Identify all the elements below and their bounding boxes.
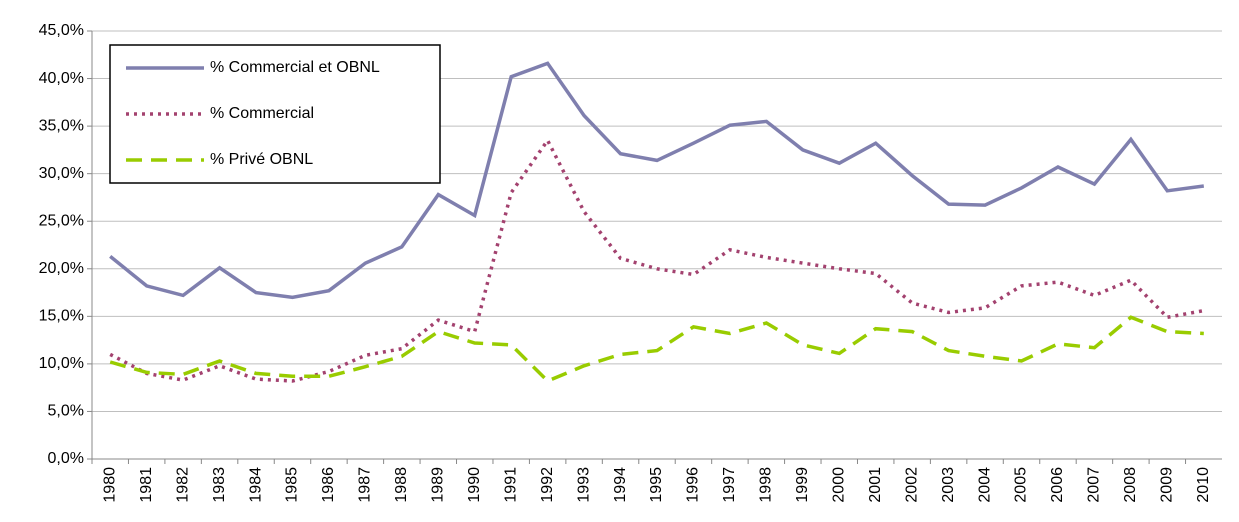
- x-tick-label: 1998: [758, 467, 775, 503]
- y-tick-label: 20,0%: [39, 260, 84, 277]
- y-tick-label: 25,0%: [39, 212, 84, 229]
- series-line: [109, 137, 1205, 383]
- x-tick-label: 2007: [1086, 467, 1103, 503]
- x-tick-label: 2010: [1195, 467, 1212, 503]
- x-tick-label: 1991: [502, 467, 519, 503]
- x-tick-label: 1996: [685, 467, 702, 503]
- x-tick-label: 1980: [101, 467, 118, 503]
- legend-label: % Privé OBNL: [210, 151, 313, 168]
- x-tick-label: 2005: [1013, 467, 1030, 503]
- x-tick-label: 2004: [976, 467, 993, 503]
- y-tick-label: 45,0%: [39, 22, 84, 39]
- x-tick-label: 2008: [1122, 467, 1139, 503]
- y-tick-label: 30,0%: [39, 165, 84, 182]
- x-tick-label: 2009: [1159, 467, 1176, 503]
- x-tick-label: 1990: [466, 467, 483, 503]
- y-tick-label: 40,0%: [39, 70, 84, 87]
- y-tick-label: 0,0%: [48, 450, 84, 467]
- x-tick-label: 1993: [575, 467, 592, 503]
- x-tick-label: 1984: [247, 467, 264, 503]
- x-tick-label: 2001: [867, 467, 884, 503]
- x-tick-label: 1985: [284, 467, 301, 503]
- y-tick-label: 10,0%: [39, 355, 84, 372]
- x-tick-label: 1982: [174, 467, 191, 503]
- x-tick-label: 1995: [648, 467, 665, 503]
- x-tick-label: 1988: [393, 467, 410, 503]
- series-line: [109, 61, 1205, 300]
- legend-label: % Commercial et OBNL: [210, 59, 380, 76]
- x-tick-label: 1992: [539, 467, 556, 503]
- x-tick-label: 1999: [794, 467, 811, 503]
- legend-label: % Commercial: [210, 105, 314, 122]
- y-tick-label: 35,0%: [39, 117, 84, 134]
- x-tick-label: 1987: [357, 467, 374, 503]
- x-tick-label: 2002: [903, 467, 920, 503]
- y-tick-label: 15,0%: [39, 308, 84, 325]
- x-tick-label: 2003: [940, 467, 957, 503]
- series-line: [109, 315, 1204, 384]
- x-tick-label: 1997: [721, 467, 738, 503]
- x-tick-label: 1986: [320, 467, 337, 503]
- x-tick-label: 2000: [830, 467, 847, 503]
- x-tick-label: 1981: [138, 467, 155, 503]
- x-tick-label: 1983: [211, 467, 228, 503]
- x-tick-label: 1989: [430, 467, 447, 503]
- y-tick-label: 5,0%: [48, 403, 84, 420]
- x-tick-label: 2006: [1049, 467, 1066, 503]
- x-tick-label: 1994: [612, 467, 629, 503]
